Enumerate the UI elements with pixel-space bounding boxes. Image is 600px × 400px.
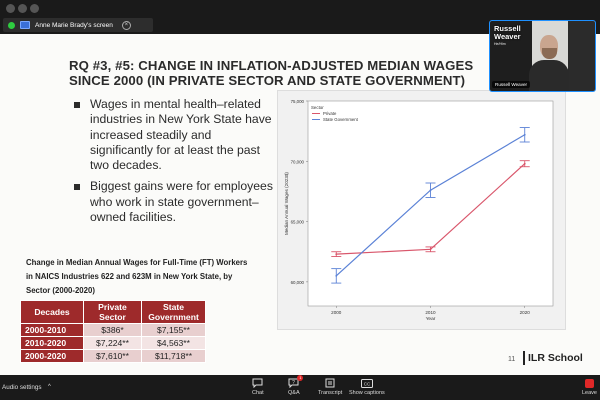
ilr-logo: ILR School — [523, 350, 583, 365]
logo-text: ILR School — [528, 351, 583, 364]
participant-name: Russell Weaver — [495, 82, 528, 87]
participant-name-label: Russell Weaver — [492, 81, 531, 88]
table-cell: 2000-2010 — [20, 323, 84, 337]
close-icon[interactable]: × — [121, 20, 131, 30]
leave-label: Leave — [582, 390, 597, 396]
table-cell: $7,610** — [83, 349, 142, 363]
y-tick-label: 65,000 — [291, 220, 305, 225]
bullet-item: Wages in mental health–related industrie… — [74, 97, 274, 173]
bullet-icon — [74, 102, 80, 108]
video-background — [568, 21, 595, 91]
shared-slide: RQ #3, #5: CHANGE IN INFLATION-ADJUSTED … — [0, 34, 600, 375]
table-row: 2000-2020 $7,610** $11,718** — [20, 349, 206, 363]
table-cell: $7,155** — [141, 323, 206, 337]
bullet-text: Biggest gains were for employees who wor… — [90, 179, 273, 225]
screen-share-tab[interactable]: Anne Marie Brady's screen × — [3, 18, 153, 32]
table-cell: 2000-2020 — [20, 349, 84, 363]
video-background — [490, 21, 532, 91]
legend-label: State Government — [323, 117, 359, 122]
data-point — [335, 274, 338, 277]
chevron-up-icon[interactable]: ^ — [48, 384, 51, 390]
data-point — [523, 162, 526, 165]
notification-badge: 1 — [297, 375, 304, 381]
window-control-icon[interactable] — [6, 4, 15, 13]
table-cell: $11,718** — [141, 349, 206, 363]
data-point — [429, 248, 432, 251]
data-point — [523, 133, 526, 136]
table-cell: 2010-2020 — [20, 336, 84, 350]
table-cell: $4,563** — [141, 336, 206, 350]
bullet-icon — [74, 184, 80, 191]
table-header: Private Sector — [83, 300, 142, 324]
table-header: State Government — [141, 300, 206, 324]
top-bar: Anne Marie Brady's screen × — [0, 0, 600, 34]
legend-title: Sector — [311, 105, 324, 110]
screen-share-title: Anne Marie Brady's screen — [35, 21, 113, 29]
transcript-button[interactable]: Transcript — [318, 377, 342, 396]
qa-button[interactable]: ? 1 Q&A — [288, 375, 304, 396]
y-axis-label: Median Annual Wages (2023$) — [284, 172, 289, 235]
captions-label: Show captions — [349, 390, 385, 396]
bullet-text: Wages in mental health–related industrie… — [90, 97, 272, 173]
slide-title-line: RQ #3, #5: CHANGE IN INFLATION-ADJUSTED … — [69, 58, 474, 73]
qa-icon: ? 1 — [288, 375, 304, 389]
chat-icon — [252, 377, 263, 389]
table-header-row: Decades Private Sector State Government — [20, 300, 206, 324]
slide-title: RQ #3, #5: CHANGE IN INFLATION-ADJUSTED … — [69, 58, 509, 88]
show-captions-button[interactable]: CC Show captions — [349, 377, 385, 396]
audio-settings-button[interactable]: Audio settings — [2, 384, 42, 391]
qa-label: Q&A — [288, 390, 300, 396]
line-chart: 60,000 65,000 70,000 75,000 2000 2010 2020 Year… — [277, 90, 566, 330]
data-point — [429, 189, 432, 192]
wage-table: Decades Private Sector State Government … — [20, 300, 206, 363]
logo-bar-icon — [523, 350, 525, 365]
table-row: 2010-2020 $7,224** $4,563** — [20, 336, 206, 350]
x-axis-label: Year — [426, 316, 436, 322]
leave-button[interactable]: Leave — [582, 377, 597, 396]
table-caption: Change in Median Annual Wages for Full-T… — [26, 258, 248, 295]
window-control-icon[interactable] — [18, 4, 27, 13]
bottom-toolbar: Audio settings ^ Chat ? 1 Q&A Transcript… — [0, 375, 600, 400]
leave-icon — [585, 377, 594, 389]
chat-label: Chat — [252, 390, 264, 396]
svg-text:?: ? — [292, 380, 295, 386]
table-cell: $386* — [83, 323, 142, 337]
video-name-overlay: Russell Weaver — [494, 25, 521, 41]
table-row: 2000-2010 $386* $7,155** — [20, 323, 206, 337]
table-header: Decades — [20, 300, 84, 324]
bullet-list: Wages in mental health–related industrie… — [74, 97, 274, 231]
chart-svg: 60,000 65,000 70,000 75,000 2000 2010 2020 Year… — [284, 99, 554, 322]
green-dot-icon — [8, 21, 15, 29]
legend-label: Private — [323, 111, 337, 116]
x-tick-label: 2010 — [425, 310, 436, 315]
video-pronouns: He/Him — [494, 42, 506, 46]
y-tick-label: 75,000 — [291, 99, 305, 104]
bullet-item: Biggest gains were for employees who wor… — [74, 179, 274, 225]
screen-share-icon — [20, 21, 30, 29]
data-point — [335, 253, 338, 256]
x-tick-label: 2000 — [331, 310, 342, 315]
transcript-icon — [325, 377, 335, 389]
participant-video[interactable]: Russell Weaver He/Him Russell Weaver — [489, 20, 596, 92]
person-beard — [542, 48, 557, 59]
transcript-label: Transcript — [318, 390, 343, 396]
plot-area — [307, 100, 554, 307]
page-number: 11 — [508, 356, 516, 363]
person-body — [529, 60, 569, 91]
slide-title-line: SINCE 2000 (IN PRIVATE SECTOR AND STATE … — [69, 73, 466, 88]
table-cell: $7,224** — [83, 336, 142, 350]
window-control-icon[interactable] — [30, 4, 39, 13]
y-tick-label: 70,000 — [291, 159, 305, 164]
video-name-line: Weaver — [494, 32, 521, 41]
y-tick-label: 60,000 — [291, 280, 305, 285]
chat-button[interactable]: Chat — [252, 377, 264, 396]
svg-text:CC: CC — [364, 381, 371, 386]
x-tick-label: 2020 — [520, 310, 531, 315]
video-name-line: Russell — [494, 24, 521, 33]
captions-icon: CC — [360, 377, 373, 389]
